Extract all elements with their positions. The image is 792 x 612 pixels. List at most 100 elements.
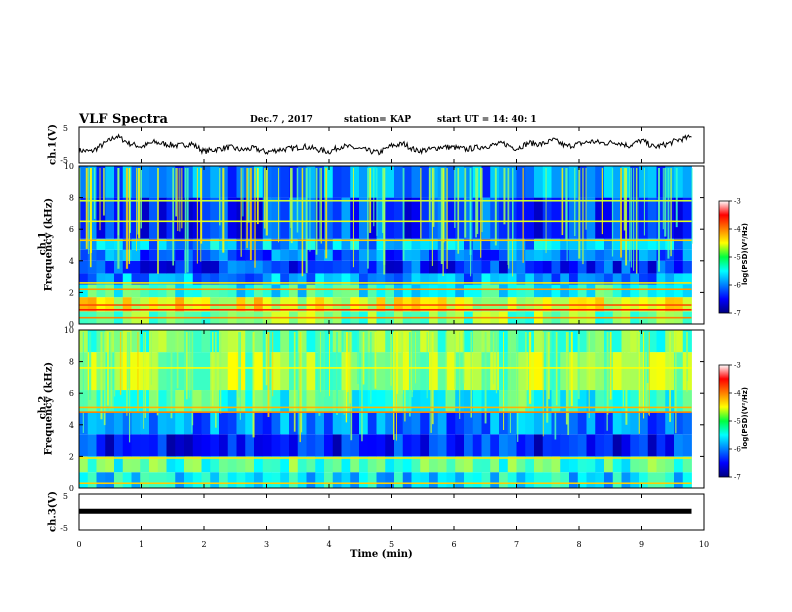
spectrogram-cell xyxy=(149,273,159,285)
sferic-streak xyxy=(527,332,529,411)
spectrogram-cell xyxy=(87,284,97,298)
ch1-ytick-5: 5 xyxy=(63,124,68,133)
spectrogram-cell xyxy=(647,352,657,391)
sferic-streak xyxy=(350,332,353,441)
spectrogram-cell xyxy=(595,197,605,239)
spectrogram-cell xyxy=(184,284,194,298)
time-tick-label: 4 xyxy=(326,540,331,549)
spectrogram-cell xyxy=(122,456,132,473)
spectrogram-cell xyxy=(577,238,587,250)
spectrogram-cell xyxy=(455,249,465,261)
spectrogram-cell xyxy=(149,412,159,435)
spectrogram-cell xyxy=(464,434,474,457)
spectrogram-cell xyxy=(201,472,211,488)
spectrogram-cell xyxy=(446,330,456,353)
spectrogram-cell xyxy=(472,330,482,353)
spectrogram-cell xyxy=(604,166,614,198)
spectrogram-cell xyxy=(639,472,649,488)
ch2-freq-ylabel: Frequency (kHz) xyxy=(43,361,55,456)
spectrogram-cell xyxy=(472,249,482,261)
spectrogram-cell xyxy=(315,260,325,274)
spectrogram-cell xyxy=(472,284,482,298)
spectrogram-cell xyxy=(420,330,430,353)
spectrogram-cell xyxy=(411,166,421,198)
spectrogram-cell xyxy=(612,390,622,413)
spectrogram-cell xyxy=(157,472,167,488)
spectrogram-cell xyxy=(534,390,544,413)
spectrogram-cell xyxy=(376,472,386,488)
spectrogram-cell xyxy=(595,284,605,298)
spectrogram-cell xyxy=(411,456,421,473)
sferic-streak xyxy=(606,332,608,431)
spectrogram-cell xyxy=(166,238,176,250)
spectrogram-cell xyxy=(542,472,552,488)
spectrogram-cell xyxy=(682,434,692,457)
spectrogram-cell xyxy=(210,434,220,457)
spectrogram-cell xyxy=(359,284,369,298)
spectrogram-cell xyxy=(604,260,614,274)
spectrogram-cell xyxy=(79,434,89,457)
spectrogram-cell xyxy=(227,472,237,488)
spectrogram-cell xyxy=(639,249,649,261)
spectrogram-cell xyxy=(210,390,220,413)
sferic-streak xyxy=(457,168,460,254)
spectrogram-cell xyxy=(481,472,491,488)
spectrogram-cell xyxy=(201,412,211,435)
spectrogram-cell xyxy=(262,390,272,413)
spectrogram-cell xyxy=(411,390,421,413)
spectrogram-cell xyxy=(289,330,299,353)
freq-tick-label: 4 xyxy=(69,421,74,430)
spectrogram-cell xyxy=(157,284,167,298)
spectrogram-cell xyxy=(577,352,587,391)
sferic-streak xyxy=(664,168,667,237)
spectrogram-cell xyxy=(254,273,264,285)
spectrogram-cell xyxy=(157,390,167,413)
spectrogram-cell xyxy=(577,284,587,298)
spectrogram-cell xyxy=(647,330,657,353)
spectrogram-cell xyxy=(131,434,141,457)
spectrogram-cell xyxy=(595,260,605,274)
spectrogram-cell xyxy=(612,412,622,435)
spectrogram-cell xyxy=(429,273,439,285)
spectrogram-cell xyxy=(245,273,255,285)
spectrogram-cell xyxy=(586,330,596,353)
spectrogram-cell xyxy=(656,273,666,285)
spectrogram-cell xyxy=(665,238,675,250)
spectrogram-cell xyxy=(227,284,237,298)
spectrogram-cell xyxy=(149,390,159,413)
spectrogram-cell xyxy=(376,197,386,239)
spectrogram-cell xyxy=(254,284,264,298)
spectrogram-cell xyxy=(516,249,526,261)
spectrogram-cell xyxy=(105,456,115,473)
sferic-streak xyxy=(582,168,584,265)
spectrogram-cell xyxy=(87,390,97,413)
spectrogram-cell xyxy=(297,284,307,298)
spectrogram-cell xyxy=(429,284,439,298)
sferic-streak xyxy=(138,168,141,239)
sferic-streak xyxy=(503,332,505,430)
spectrogram-cell xyxy=(674,456,684,473)
spectrogram-cell xyxy=(280,273,290,285)
time-tick-label: 7 xyxy=(514,540,519,549)
spectrogram-cell xyxy=(411,238,421,250)
spectrogram-cell xyxy=(271,456,281,473)
spectrogram-cell xyxy=(499,249,509,261)
spectrogram-cell xyxy=(140,456,150,473)
spectrogram-cell xyxy=(271,390,281,413)
date-label: Dec.7 , 2017 xyxy=(250,115,313,125)
spectrogram-cell xyxy=(420,238,430,250)
spectrogram-cell xyxy=(157,434,167,457)
spectral-line xyxy=(79,308,692,311)
spectrogram-cell xyxy=(586,390,596,413)
sferic-streak xyxy=(362,332,365,385)
spectrogram-cell xyxy=(324,412,334,435)
spectrogram-cell xyxy=(682,260,692,274)
spectrogram-cell xyxy=(437,352,447,391)
spectrogram-cell xyxy=(166,166,176,198)
spectrogram-cell xyxy=(569,390,579,413)
spectrogram-cell xyxy=(542,260,552,274)
spectrogram-cell xyxy=(674,273,684,285)
sferic-streak xyxy=(301,168,304,277)
spectrogram-cell xyxy=(420,472,430,488)
ch2-colorbar: -3 -4 -5 -6 -7 xyxy=(718,362,741,482)
